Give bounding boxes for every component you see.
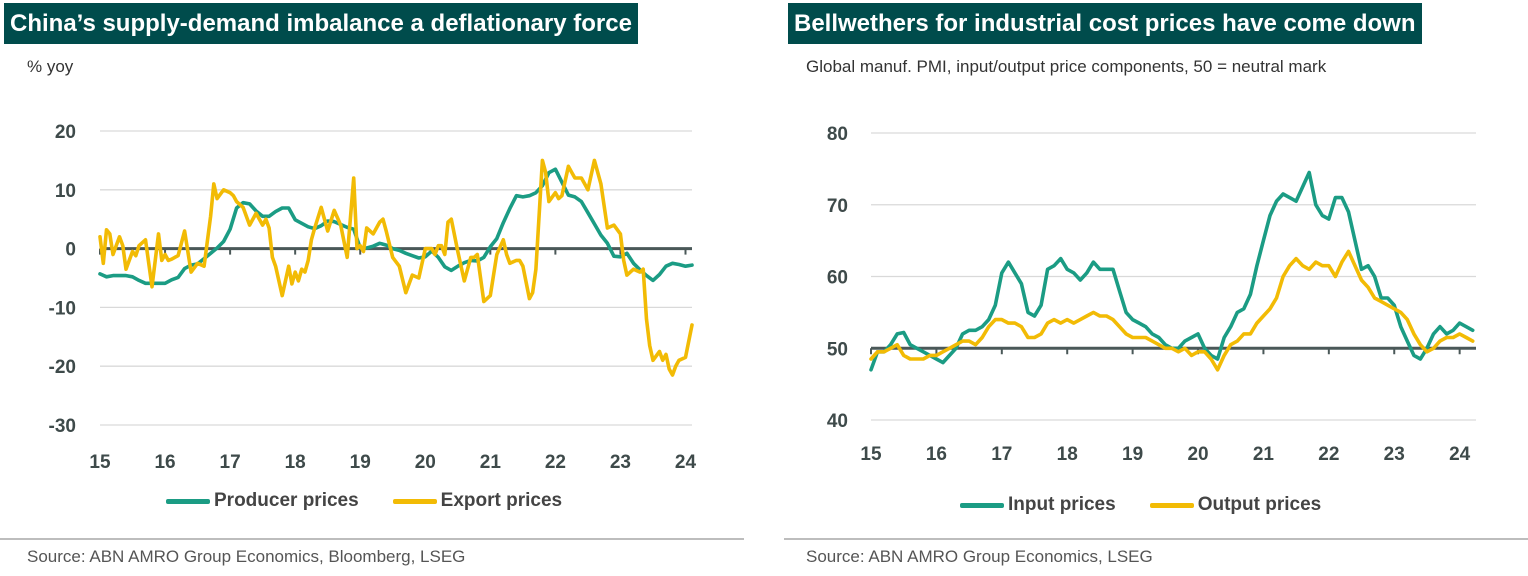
legend-swatch xyxy=(392,498,437,504)
y-tick-label: 10 xyxy=(55,181,76,202)
line-chart-left: 20 10 0 -10 -20 -30 15 16 17 18 19 20 21 22 23 24 xyxy=(49,122,697,473)
x-tick-label: 21 xyxy=(480,452,502,473)
legend-swatch xyxy=(1149,502,1194,508)
y-tick-label: 20 xyxy=(55,122,76,143)
x-tick-label: 15 xyxy=(89,452,111,473)
y-tick-label: 70 xyxy=(827,196,848,217)
x-tick-label: 23 xyxy=(610,452,631,473)
x-tick-label: 22 xyxy=(1318,444,1339,465)
x-tick-label: 24 xyxy=(675,452,697,473)
y-tick-label: -20 xyxy=(49,357,76,378)
x-tick-label: 16 xyxy=(926,444,947,465)
x-tick-label: 16 xyxy=(154,452,175,473)
x-tick-label: 21 xyxy=(1253,444,1275,465)
series-line-output-prices xyxy=(869,249,1475,372)
x-tick-label: 20 xyxy=(415,452,436,473)
y-tick-label: 80 xyxy=(827,124,848,145)
source-divider xyxy=(0,538,744,540)
series-line-export-prices xyxy=(98,158,694,377)
y-tick-label: 60 xyxy=(827,268,848,289)
right-panel: Bellwethers for industrial cost prices h… xyxy=(784,0,1528,576)
y-tick-label: -10 xyxy=(49,298,76,319)
chart-title: China’s supply-demand imbalance a deflat… xyxy=(4,3,638,44)
y-tick-label: 40 xyxy=(827,411,848,432)
line-chart-right: 80 70 60 50 40 15 16 17 18 19 20 21 22 23 24 xyxy=(827,124,1476,465)
x-tick-label: 18 xyxy=(1057,444,1078,465)
x-tick-label: 17 xyxy=(991,444,1012,465)
chart-subtitle: Global manuf. PMI, input/output price co… xyxy=(806,57,1327,76)
x-tick-label: 19 xyxy=(350,452,371,473)
legend-item-export-prices: Export prices xyxy=(392,490,563,512)
source-note: Source: ABN AMRO Group Economics, Bloomb… xyxy=(27,547,466,566)
y-axis-unit: % yoy xyxy=(27,57,74,76)
legend: Producer prices Export prices xyxy=(166,490,596,512)
legend-label: Producer prices xyxy=(214,490,359,511)
x-tick-label: 17 xyxy=(220,452,241,473)
legend-label: Output prices xyxy=(1197,494,1322,515)
x-tick-label: 19 xyxy=(1122,444,1143,465)
x-tick-label: 20 xyxy=(1187,444,1208,465)
legend-label: Export prices xyxy=(440,490,563,511)
legend: Input prices Output prices xyxy=(960,494,1355,516)
source-note: Source: ABN AMRO Group Economics, LSEG xyxy=(806,547,1153,566)
legend-item-output-prices: Output prices xyxy=(1149,494,1322,516)
left-panel: China’s supply-demand imbalance a deflat… xyxy=(0,0,744,576)
y-tick-label: -30 xyxy=(49,416,76,437)
source-divider xyxy=(784,538,1528,540)
x-tick-label: 23 xyxy=(1384,444,1405,465)
legend-swatch xyxy=(166,498,210,504)
legend-item-producer-prices: Producer prices xyxy=(166,490,359,512)
legend-item-input-prices: Input prices xyxy=(960,494,1116,516)
chart-title: Bellwethers for industrial cost prices h… xyxy=(788,3,1422,44)
x-tick-label: 22 xyxy=(545,452,566,473)
x-tick-label: 18 xyxy=(285,452,306,473)
x-tick-label: 24 xyxy=(1449,444,1471,465)
x-tick-label: 15 xyxy=(860,444,882,465)
y-tick-label: 0 xyxy=(65,240,76,261)
legend-label: Input prices xyxy=(1008,494,1116,515)
legend-swatch xyxy=(960,502,1004,508)
y-tick-label: 50 xyxy=(827,339,848,360)
